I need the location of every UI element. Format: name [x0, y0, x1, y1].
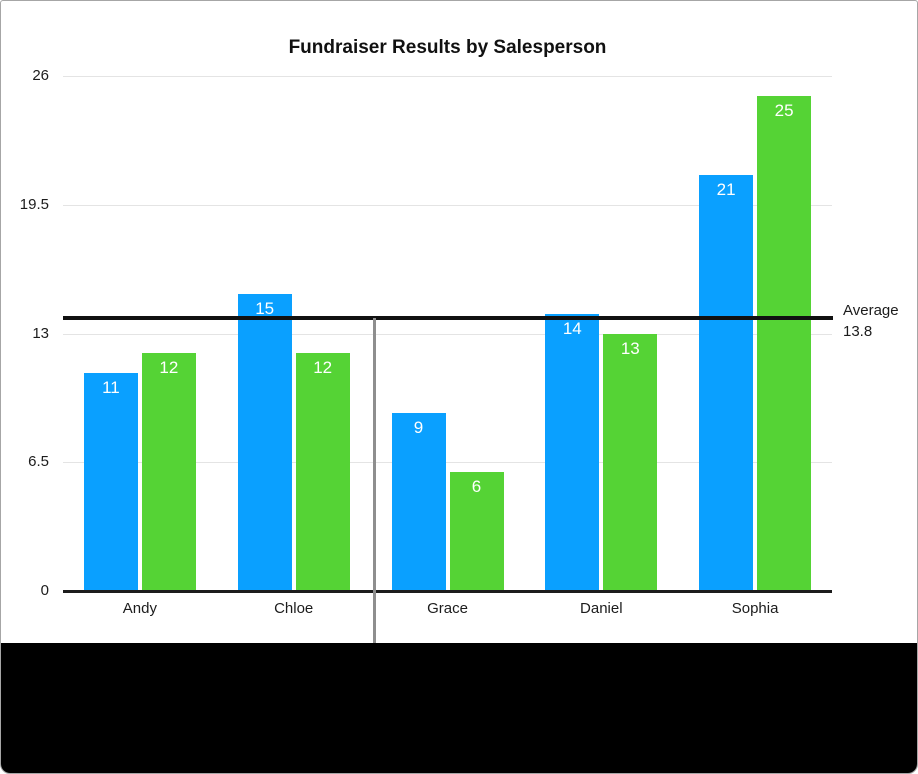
gridline: [63, 462, 832, 464]
average-reference-line: [63, 316, 833, 320]
x-axis-line: [63, 590, 832, 593]
y-axis-tick-label: 6.5: [28, 453, 49, 471]
bar-andy-series_1: 11: [83, 373, 138, 591]
average-value-text: 13.8: [843, 323, 873, 340]
bar-grace-series_1: 9: [391, 412, 446, 591]
x-axis-category-label: Andy: [122, 600, 157, 617]
y-axis-tick-label: 0: [40, 582, 49, 599]
bar-value-label: 25: [774, 100, 794, 120]
x-axis-category-label: Daniel: [580, 600, 623, 617]
bottom-black-band: [1, 643, 917, 773]
gridline: [63, 204, 832, 206]
y-axis-tick-label: 13: [32, 324, 49, 342]
average-label-text: Average: [843, 302, 899, 319]
chart-title: Fundraiser Results by Salesperson: [288, 37, 607, 58]
gridline: [63, 76, 832, 77]
bar-daniel-series_2: 13: [603, 333, 658, 591]
gridline: [63, 333, 832, 335]
y-axis-tick-label: 26: [32, 67, 49, 84]
plot-area: 11 12 15 12 9 6 14 13 21 25: [63, 76, 832, 591]
bar-value-label: 13: [620, 338, 640, 358]
x-axis-category-label: Grace: [427, 600, 468, 617]
x-axis-category-label: Sophia: [731, 600, 779, 617]
average-line-label: Average 13.8: [843, 300, 899, 342]
bar-value-label: 6: [471, 477, 482, 497]
bar-grace-series_2: 6: [449, 472, 504, 591]
bar-value-label: 15: [255, 298, 275, 318]
bar-value-label: 11: [102, 378, 120, 398]
y-axis-tick-label: 19.5: [19, 195, 49, 213]
bar-chloe-series_1: 15: [237, 293, 292, 591]
drag-indicator-line: [373, 318, 376, 687]
bar-sophia-series_1: 21: [699, 175, 754, 591]
bar-value-label: 12: [159, 358, 179, 378]
bar-value-label: 12: [313, 358, 333, 378]
bar-chloe-series_2: 12: [295, 353, 350, 591]
bar-value-label: 21: [716, 180, 736, 200]
bar-value-label: 9: [413, 417, 424, 437]
bar-daniel-series_1: 14: [545, 313, 600, 591]
bar-andy-series_2: 12: [141, 353, 196, 591]
x-axis-category-label: Chloe: [274, 600, 314, 617]
bar-sophia-series_2: 25: [757, 95, 812, 591]
bar-value-label: 14: [562, 318, 582, 338]
